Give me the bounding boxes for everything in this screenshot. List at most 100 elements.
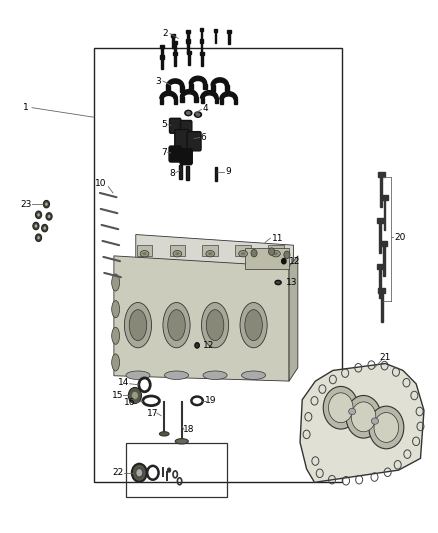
Bar — [378, 288, 385, 293]
Polygon shape — [220, 92, 237, 99]
Bar — [94, 48, 342, 482]
Circle shape — [195, 343, 199, 348]
Bar — [215, 32, 216, 43]
Bar — [161, 48, 163, 59]
Text: 16: 16 — [124, 399, 135, 407]
Ellipse shape — [194, 112, 201, 117]
Bar — [214, 29, 217, 32]
Text: 15: 15 — [112, 391, 123, 400]
Circle shape — [268, 248, 275, 255]
Ellipse shape — [208, 252, 212, 255]
Bar — [166, 471, 168, 481]
Text: 12: 12 — [203, 341, 214, 350]
Text: 8: 8 — [169, 169, 175, 177]
Ellipse shape — [124, 303, 152, 348]
Bar — [228, 33, 230, 44]
Bar — [160, 45, 164, 48]
Ellipse shape — [112, 354, 120, 371]
Bar — [187, 51, 191, 54]
Bar — [379, 269, 381, 298]
Circle shape — [374, 413, 399, 442]
Ellipse shape — [175, 252, 180, 255]
Circle shape — [132, 392, 138, 399]
Circle shape — [35, 234, 42, 241]
Polygon shape — [180, 97, 184, 102]
Bar — [201, 52, 204, 55]
Text: 3: 3 — [155, 77, 162, 85]
Circle shape — [37, 213, 40, 216]
Bar — [162, 467, 164, 477]
Polygon shape — [211, 85, 215, 91]
Ellipse shape — [126, 371, 150, 379]
Polygon shape — [215, 98, 218, 103]
Circle shape — [328, 393, 353, 423]
Bar — [187, 43, 189, 53]
Circle shape — [46, 213, 52, 220]
Circle shape — [48, 215, 50, 218]
Ellipse shape — [245, 310, 262, 341]
Ellipse shape — [163, 303, 190, 348]
Ellipse shape — [206, 310, 224, 341]
Text: 13: 13 — [286, 278, 298, 287]
Ellipse shape — [203, 371, 227, 379]
Ellipse shape — [371, 418, 378, 424]
Polygon shape — [225, 85, 229, 91]
Polygon shape — [180, 86, 184, 92]
FancyBboxPatch shape — [180, 149, 192, 165]
Circle shape — [251, 249, 257, 257]
Polygon shape — [189, 76, 207, 84]
Ellipse shape — [165, 371, 188, 379]
Polygon shape — [166, 79, 184, 86]
FancyBboxPatch shape — [170, 118, 181, 133]
Circle shape — [284, 251, 290, 259]
Polygon shape — [289, 256, 298, 381]
Text: 21: 21 — [379, 353, 390, 361]
Bar — [227, 30, 231, 33]
Polygon shape — [189, 84, 193, 89]
Bar — [179, 165, 182, 179]
Ellipse shape — [240, 303, 267, 348]
Polygon shape — [203, 84, 207, 89]
Ellipse shape — [175, 439, 188, 444]
Text: 1: 1 — [22, 103, 28, 112]
Text: 11: 11 — [272, 234, 283, 243]
Circle shape — [33, 222, 39, 230]
Ellipse shape — [206, 251, 215, 257]
Bar — [188, 54, 190, 65]
Polygon shape — [201, 98, 204, 103]
Ellipse shape — [241, 252, 245, 255]
Text: 14: 14 — [118, 378, 129, 387]
Bar — [174, 55, 176, 66]
Bar — [268, 245, 284, 256]
Ellipse shape — [112, 327, 120, 344]
Polygon shape — [220, 99, 223, 104]
Text: 9: 9 — [225, 167, 231, 176]
Text: 19: 19 — [205, 397, 216, 405]
Polygon shape — [160, 99, 163, 104]
Text: 20: 20 — [394, 233, 406, 241]
Text: 10: 10 — [95, 180, 106, 188]
Bar — [201, 55, 203, 66]
FancyBboxPatch shape — [169, 146, 181, 162]
Circle shape — [136, 469, 143, 477]
Bar — [380, 241, 387, 246]
Ellipse shape — [274, 252, 278, 255]
Polygon shape — [211, 78, 229, 85]
Ellipse shape — [272, 251, 280, 257]
Ellipse shape — [168, 310, 185, 341]
Circle shape — [35, 211, 42, 219]
Text: 23: 23 — [21, 200, 32, 208]
Text: 22: 22 — [113, 469, 124, 477]
Bar — [173, 41, 177, 44]
Polygon shape — [194, 97, 198, 102]
Bar — [215, 167, 217, 181]
Bar — [200, 39, 203, 43]
Circle shape — [37, 236, 40, 239]
Text: 6: 6 — [201, 133, 207, 142]
Ellipse shape — [112, 274, 120, 291]
Ellipse shape — [242, 371, 265, 379]
Ellipse shape — [187, 112, 190, 115]
Bar — [201, 43, 202, 53]
Polygon shape — [114, 256, 289, 381]
Bar — [378, 172, 385, 177]
